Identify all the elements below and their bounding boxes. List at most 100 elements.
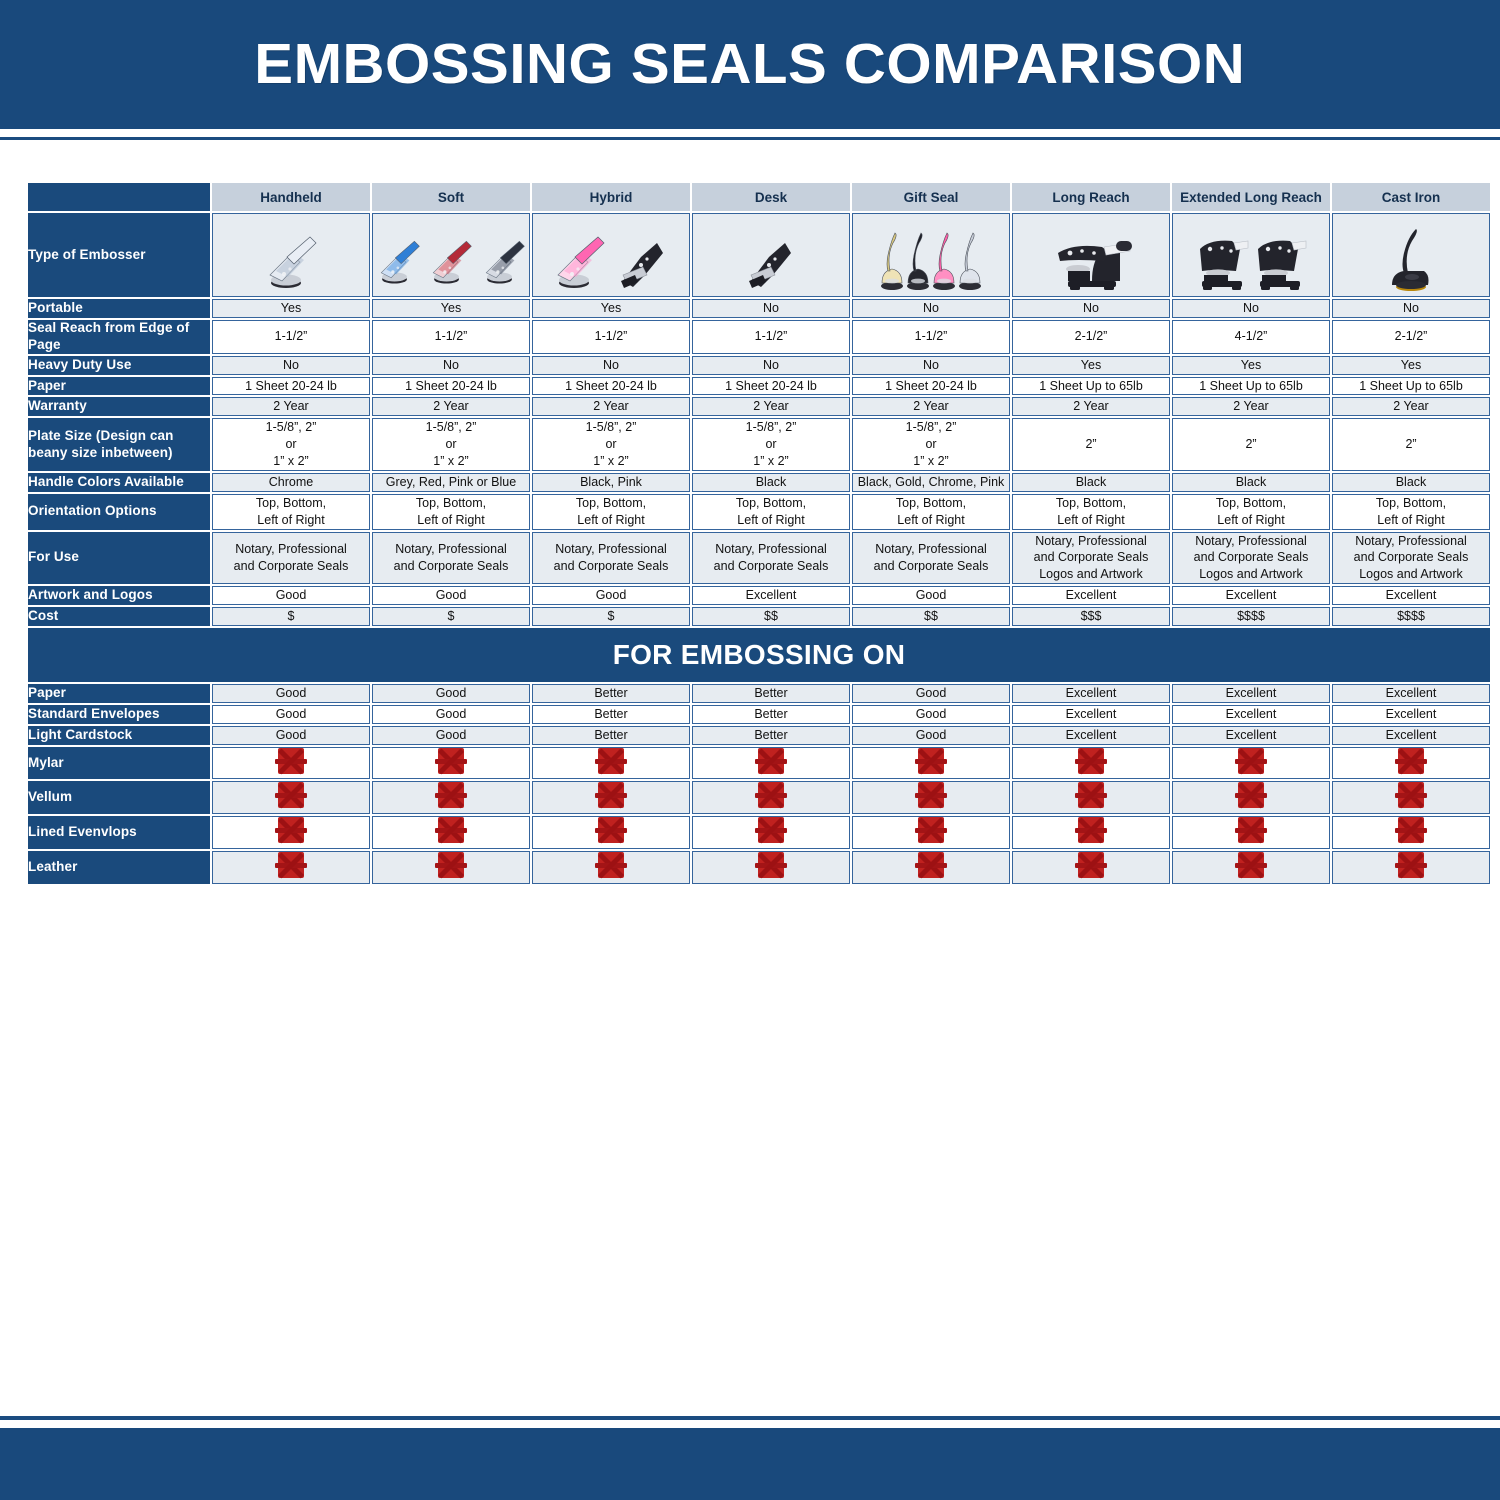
cell-value-container: Better [532,725,690,745]
x-mark-icon [435,817,467,844]
column-header-gift-seal[interactable]: Gift Seal [852,183,1010,211]
table-row: Seal Reach from Edge of Page 1-1/2” 1-1/2”… [28,319,1490,354]
cell-value-container: 1 Sheet 20-24 lb [692,376,850,396]
cell-value-container: 2-1/2” [1332,319,1490,354]
cell-value-container: Yes [1012,355,1170,375]
cell-value: Chrome [268,474,314,489]
cell-value-container: $$$$ [1332,607,1490,626]
x-mark-icon [275,852,307,879]
x-mark-icon [755,817,787,844]
cell-value: Excellent [1385,685,1437,700]
x-mark-icon [1395,817,1427,844]
table-row: Orientation Options Top, Bottom, Left of … [28,493,1490,530]
cell-value-container: 2 Year [212,397,370,417]
cell-value-container: No [1012,299,1170,318]
table-row: Paper Good Good Better Better Good Excellent Ex… [28,683,1490,703]
cell-x-mark [1012,816,1170,850]
cell-value: 1-1/2” [434,329,468,344]
x-mark-icon [1075,852,1107,879]
row-label-lined-evenvlops: Lined Evenvlops [28,816,210,850]
cell-x-mark [1172,851,1330,884]
cell-value-container: Better [692,704,850,724]
cell-value: Better [754,685,788,700]
cell-value-container: Notary, Professional and Corporate Seals [852,531,1010,585]
cell-value-container: Notary, Professional and Corporate Seals [372,531,530,585]
cell-value-container: Excellent [1172,683,1330,703]
cell-value: No [923,357,939,372]
cell-value: $$$$ [1397,609,1425,623]
x-mark-icon [275,817,307,844]
table-row: Portable Yes Yes Yes No No No No No [28,299,1490,318]
x-mark-icon [435,782,467,809]
cell-value: Yes [1240,357,1262,372]
cell-value-container: Good [852,704,1010,724]
cell-value: Top, Bottom, Left of Right [575,495,647,527]
cell-value: Good [595,588,627,603]
cell-value: Black [1075,474,1107,489]
x-mark-icon [755,747,787,774]
cell-value-container: Good [372,683,530,703]
cell-value-container: Good [212,704,370,724]
cell-value-container: Black [1172,472,1330,492]
embosser-hybrid-pink-black-icon [533,217,689,293]
table-row: Type of Embosser [28,213,1490,297]
table-row: Standard Envelopes Good Good Better Better Go… [28,704,1490,724]
cell-value-container: Excellent [1332,683,1490,703]
cell-value: 1-5/8”, 2” or 1” x 2” [905,420,957,468]
cell-value-container: 1-1/2” [692,319,850,354]
embosser-long-reach-black-icon [1013,217,1169,293]
x-mark-icon [755,852,787,879]
column-header-extended-long-reach[interactable]: Extended Long Reach [1172,183,1330,211]
cell-value-container: Top, Bottom, Left of Right [1012,493,1170,530]
cell-value: Excellent [1225,727,1277,742]
column-header-long-reach[interactable]: Long Reach [1012,183,1170,211]
cell-value-container: 1-5/8”, 2” or 1” x 2” [372,418,530,471]
cell-value: Excellent [1385,727,1437,742]
embosser-image-cell-desk [692,213,850,297]
cell-value-container: 1 Sheet Up to 65lb [1332,376,1490,396]
cell-value: 2 Year [913,399,949,414]
x-mark-icon [915,782,947,809]
cell-value: 2 Year [1393,399,1429,414]
cell-value: 1 Sheet 20-24 lb [885,378,977,393]
cell-value: Notary, Professional and Corporate Seals… [1033,533,1149,582]
row-label-warranty: Warranty [28,397,210,417]
column-header-cast-iron[interactable]: Cast Iron [1332,183,1490,211]
column-header-soft[interactable]: Soft [372,183,530,211]
cell-value: Excellent [1385,706,1437,721]
column-header-handheld[interactable]: Handheld [212,183,370,211]
cell-value-container: Better [692,725,850,745]
cell-value-container: No [212,355,370,375]
cell-value-container: $ [372,607,530,626]
embosser-image-cell-handheld [212,213,370,297]
cell-value-container: 1 Sheet 20-24 lb [852,376,1010,396]
cell-value: 1 Sheet 20-24 lb [565,378,657,393]
cell-x-mark [1172,781,1330,815]
x-mark-icon [1075,817,1107,844]
cell-x-mark [532,851,690,884]
cell-value-container: Notary, Professional and Corporate Seals [532,531,690,585]
cell-x-mark [372,781,530,815]
cell-value-container: Excellent [1012,683,1170,703]
cell-value: $ [607,609,615,623]
table-row: Vellum [28,781,1490,815]
x-mark-icon [1395,747,1427,774]
cell-value: 2-1/2” [1394,329,1428,344]
cell-x-mark [692,781,850,815]
cell-x-mark [1332,746,1490,780]
cell-value: No [1243,301,1259,315]
cell-value: No [763,357,779,372]
cell-value: No [283,357,299,372]
cell-value: Notary, Professional and Corporate Seals… [1193,533,1309,582]
column-header-hybrid[interactable]: Hybrid [532,183,690,211]
cell-value: 1-1/2” [594,329,628,344]
cell-value: Excellent [745,588,797,603]
cell-value-container: Excellent [1332,725,1490,745]
cell-value-container: 1 Sheet 20-24 lb [532,376,690,396]
cell-value-container: Notary, Professional and Corporate Seals… [1172,531,1330,585]
column-header-desk[interactable]: Desk [692,183,850,211]
cell-value-container: $$ [852,607,1010,626]
cell-value: Excellent [1385,588,1437,603]
cell-value-container: No [852,355,1010,375]
